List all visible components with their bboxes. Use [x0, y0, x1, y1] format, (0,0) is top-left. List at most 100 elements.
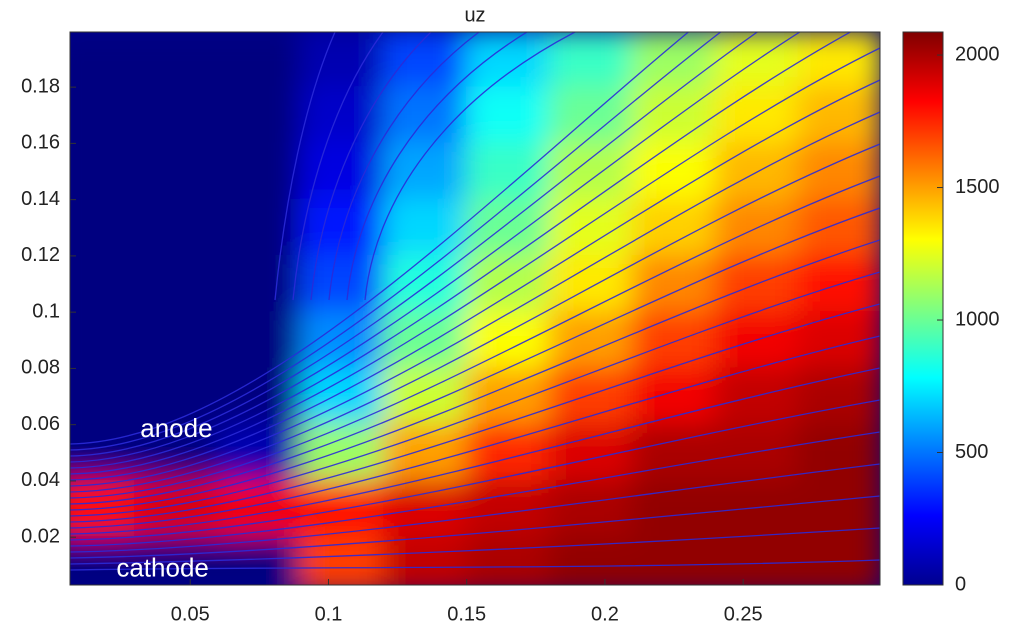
- cell: [70, 367, 136, 426]
- cell: [382, 32, 468, 89]
- cell: [631, 311, 717, 370]
- cell: [70, 198, 136, 257]
- annotations: anode cathode: [116, 413, 212, 582]
- cell: [465, 536, 551, 585]
- streamline: [292, 32, 384, 301]
- cell: [70, 32, 136, 89]
- cell: [714, 423, 800, 482]
- streamline: [70, 239, 880, 511]
- y-tick-label: 0.12: [21, 244, 60, 266]
- streamline: [346, 32, 528, 301]
- streamline: [70, 463, 880, 553]
- colorbar-tick-label: 0: [955, 573, 966, 595]
- streamline: [310, 32, 432, 301]
- y-tick-label: 0.16: [21, 132, 60, 154]
- cell: [382, 536, 468, 585]
- streamlines: [70, 32, 880, 571]
- cell: [299, 311, 385, 370]
- streamline: [70, 175, 880, 499]
- cell: [382, 479, 468, 539]
- chart-title: uz: [464, 4, 485, 26]
- y-tick-label: 0.02: [21, 525, 60, 547]
- cell: [714, 32, 800, 89]
- plot-frame: [69, 31, 881, 586]
- streamline: [70, 32, 759, 457]
- cell: [216, 32, 302, 89]
- streamline: [70, 335, 880, 529]
- cell: [133, 311, 219, 370]
- x-tick-label: 0.15: [447, 603, 486, 625]
- cell: [216, 254, 302, 314]
- streamline: [328, 32, 480, 301]
- streamline: [70, 527, 880, 565]
- cell: [548, 311, 634, 370]
- colorbar-tick-label: 1500: [955, 176, 1000, 198]
- cell: [797, 479, 880, 539]
- cell: [382, 86, 468, 145]
- cell: [548, 479, 634, 539]
- cell: [465, 311, 551, 370]
- cell: [133, 254, 219, 314]
- cell: [465, 32, 551, 89]
- cell: [299, 32, 385, 89]
- colorbar-tick-label: 500: [955, 441, 988, 463]
- cell: [216, 367, 302, 426]
- colorbar: [902, 31, 944, 586]
- streamline: [70, 399, 880, 541]
- cell: [631, 32, 717, 89]
- cell: [465, 254, 551, 314]
- cell: [548, 198, 634, 257]
- cell: [465, 423, 551, 482]
- cell: [631, 142, 717, 201]
- streamline: [274, 32, 336, 301]
- streamline: [70, 367, 880, 535]
- annotation: cathode: [116, 552, 209, 582]
- y-tick-label: 0.14: [21, 188, 60, 210]
- cell: [548, 254, 634, 314]
- streamline: [70, 143, 880, 493]
- colorbar-tick-label: 1000: [955, 308, 1000, 330]
- streamline: [70, 47, 880, 475]
- streamline: [70, 207, 880, 505]
- cell: [714, 479, 800, 539]
- annotation: anode: [140, 413, 212, 443]
- cell: [548, 142, 634, 201]
- cell: [216, 536, 302, 585]
- cell: [631, 86, 717, 145]
- cell: [797, 198, 880, 257]
- cell: [70, 86, 136, 145]
- x-tick-label: 0.25: [724, 603, 763, 625]
- streamline: [70, 271, 880, 517]
- x-tick-label: 0.1: [315, 603, 343, 625]
- cell: [382, 142, 468, 201]
- cell: [299, 142, 385, 201]
- colorbar-tick-label: 2000: [955, 43, 1000, 65]
- cell: [133, 142, 219, 201]
- cell: [70, 254, 136, 314]
- cell: [465, 367, 551, 426]
- cell: [797, 311, 880, 370]
- cell: [465, 142, 551, 201]
- cell: [382, 198, 468, 257]
- streamline: [70, 32, 722, 451]
- x-tick-label: 0.2: [591, 603, 619, 625]
- streamline: [70, 559, 880, 571]
- streamline: [70, 431, 880, 547]
- cell: [631, 423, 717, 482]
- cell: [216, 311, 302, 370]
- cell: [382, 423, 468, 482]
- cell: [465, 198, 551, 257]
- cell: [133, 198, 219, 257]
- cell: [216, 423, 302, 482]
- streamline: [70, 79, 880, 481]
- cell: [631, 479, 717, 539]
- streamline: [70, 495, 880, 559]
- y-tick-label: 0.1: [32, 300, 60, 322]
- streamline: [70, 32, 801, 463]
- cell: [299, 198, 385, 257]
- cell: [797, 142, 880, 201]
- cell: [70, 311, 136, 370]
- cell: [548, 32, 634, 89]
- x-tick-label: 0.05: [171, 603, 210, 625]
- cell: [631, 254, 717, 314]
